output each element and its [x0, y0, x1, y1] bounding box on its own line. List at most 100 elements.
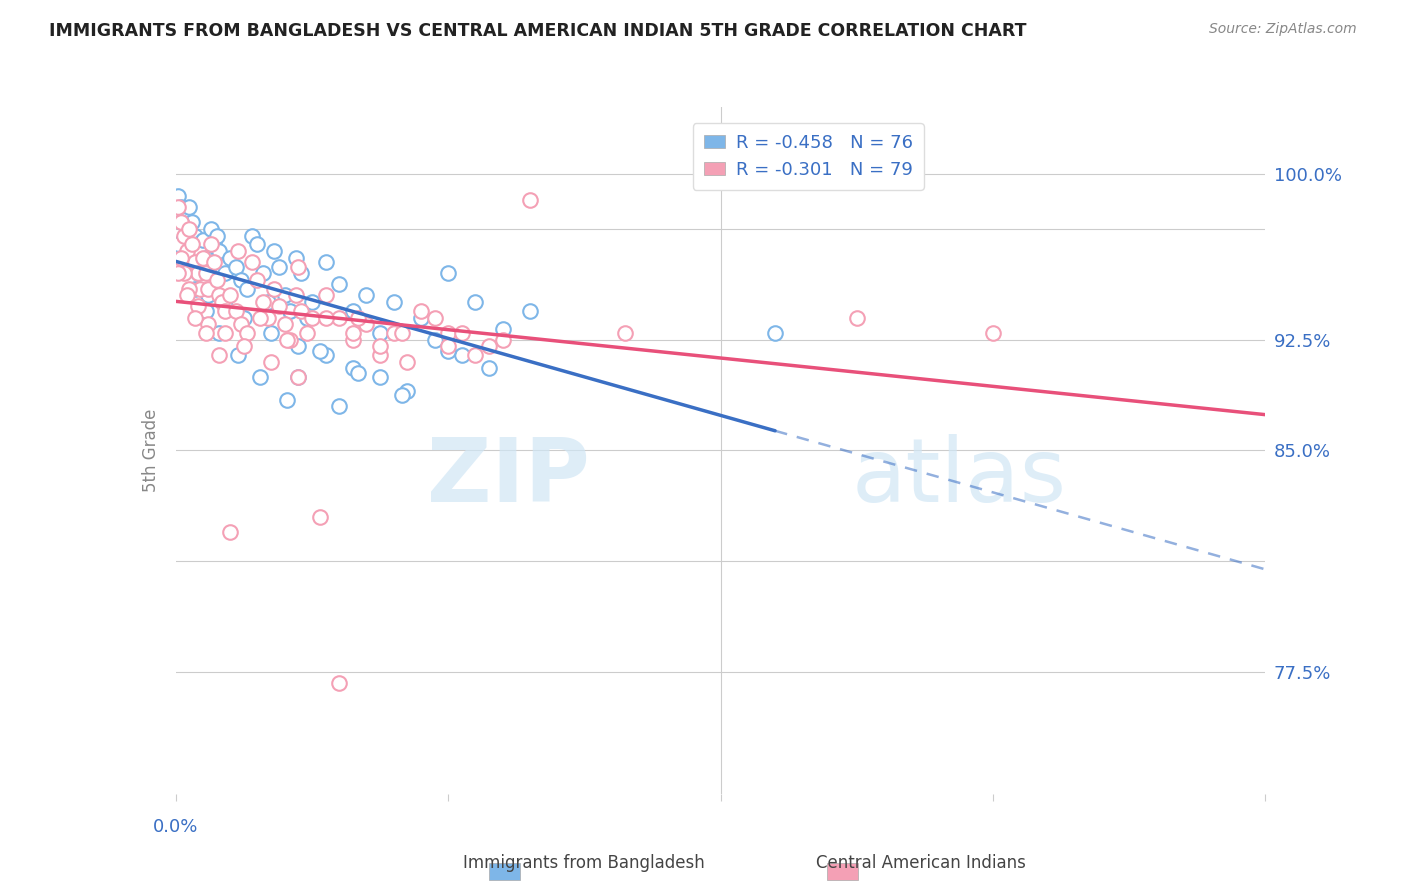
Point: [191, 251, 214, 265]
Point: [188, 244, 211, 258]
Point: [167, 200, 190, 214]
Point: [249, 310, 271, 325]
Point: [437, 339, 460, 353]
Point: [368, 326, 391, 340]
Point: [368, 348, 391, 362]
Point: [202, 255, 225, 269]
Point: [763, 326, 786, 340]
Point: [184, 282, 207, 296]
Point: [478, 339, 501, 353]
Point: [315, 288, 337, 302]
Point: [184, 228, 207, 243]
Point: [194, 251, 217, 265]
Point: [219, 288, 242, 302]
Point: [197, 288, 219, 302]
Point: [240, 255, 263, 269]
Point: [176, 288, 198, 302]
Point: [309, 510, 332, 524]
Point: [219, 251, 242, 265]
Point: [240, 228, 263, 243]
Point: [368, 339, 391, 353]
Point: [423, 333, 446, 347]
Point: [167, 188, 190, 202]
Point: [391, 388, 413, 402]
Point: [208, 348, 231, 362]
Point: [252, 266, 274, 280]
Point: [202, 255, 225, 269]
Point: [347, 366, 370, 380]
Point: [194, 304, 217, 318]
Point: [186, 300, 209, 314]
Point: [232, 339, 254, 353]
Point: [309, 510, 332, 524]
Point: [263, 244, 285, 258]
Point: [342, 304, 364, 318]
Point: [211, 260, 233, 274]
Point: [167, 266, 190, 280]
Point: [409, 310, 432, 325]
Point: [450, 326, 472, 340]
Point: [208, 288, 231, 302]
Point: [208, 348, 231, 362]
Point: [246, 237, 269, 252]
Point: [186, 266, 209, 280]
Point: [464, 348, 486, 362]
Point: [197, 282, 219, 296]
Text: atlas: atlas: [852, 434, 1067, 522]
Point: [219, 525, 242, 540]
Point: [269, 260, 291, 274]
Point: [214, 304, 236, 318]
Point: [269, 300, 291, 314]
Text: Central American Indians: Central American Indians: [815, 855, 1026, 872]
Point: [315, 310, 337, 325]
Point: [309, 343, 332, 358]
Text: ZIP: ZIP: [427, 434, 591, 522]
Point: [315, 288, 337, 302]
Point: [184, 255, 207, 269]
Point: [368, 326, 391, 340]
Point: [231, 273, 253, 287]
Point: [208, 326, 231, 340]
Point: [274, 317, 297, 331]
Point: [235, 282, 257, 296]
Point: [214, 266, 236, 280]
Point: [464, 295, 486, 310]
Point: [295, 310, 318, 325]
Text: 0.0%: 0.0%: [153, 818, 198, 836]
Point: [278, 333, 301, 347]
Point: [170, 251, 193, 265]
Point: [276, 333, 298, 347]
Point: [328, 310, 350, 325]
Point: [301, 310, 323, 325]
Point: [263, 244, 285, 258]
Point: [179, 282, 201, 296]
Point: [290, 304, 312, 318]
Point: [257, 295, 280, 310]
Point: [214, 326, 236, 340]
Point: [614, 326, 637, 340]
Point: [287, 339, 309, 353]
Point: [176, 222, 198, 236]
Point: [211, 260, 233, 274]
Point: [437, 339, 460, 353]
Point: [287, 339, 309, 353]
Point: [382, 295, 405, 310]
Point: [614, 326, 637, 340]
Point: [186, 266, 209, 280]
Point: [315, 255, 337, 269]
Point: [214, 266, 236, 280]
Point: [167, 266, 190, 280]
Point: [205, 228, 228, 243]
Point: [437, 343, 460, 358]
Point: [170, 200, 193, 214]
Point: [173, 266, 195, 280]
Point: [179, 255, 201, 269]
Point: [290, 304, 312, 318]
Point: [278, 304, 301, 318]
Point: [356, 317, 378, 331]
Point: [274, 288, 297, 302]
Point: [191, 233, 214, 247]
Point: [845, 310, 868, 325]
Point: [519, 193, 541, 207]
Point: [219, 525, 242, 540]
